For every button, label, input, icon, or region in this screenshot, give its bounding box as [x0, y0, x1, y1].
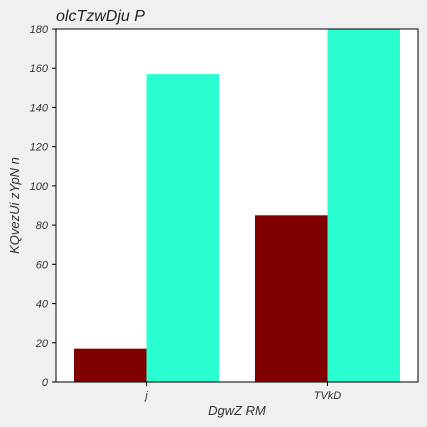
bar-series-2-1	[327, 29, 400, 382]
bars-layer	[74, 29, 400, 382]
y-tick-label: 160	[30, 63, 49, 75]
bar-series-1-1	[255, 215, 328, 382]
plot-frame	[55, 28, 419, 383]
bar-series-1-0	[74, 348, 147, 382]
x-axis-label: DgwZ RM	[208, 403, 266, 418]
x-axis-ticks: j TVkD	[143, 382, 341, 402]
y-tick-label: 140	[30, 102, 49, 114]
y-tick-label: 40	[36, 299, 49, 311]
y-tick-label: 80	[36, 220, 49, 232]
x-tick-label: TVkD	[314, 390, 342, 402]
y-axis-ticks: 0 20 40 60 80 100 120 140 160 180	[30, 24, 56, 389]
x-tick-label: j	[143, 390, 148, 402]
bar-series-2-0	[146, 74, 219, 382]
y-tick-label: 180	[30, 24, 49, 36]
chart-title: olcTzwDju P	[56, 8, 145, 25]
y-tick-label: 0	[42, 377, 49, 389]
y-tick-label: 20	[35, 338, 49, 350]
y-axis-label: KQvezUi zYpN n	[7, 157, 22, 254]
y-tick-label: 100	[30, 181, 49, 193]
y-tick-label: 60	[36, 259, 49, 271]
y-tick-label: 120	[30, 142, 49, 154]
